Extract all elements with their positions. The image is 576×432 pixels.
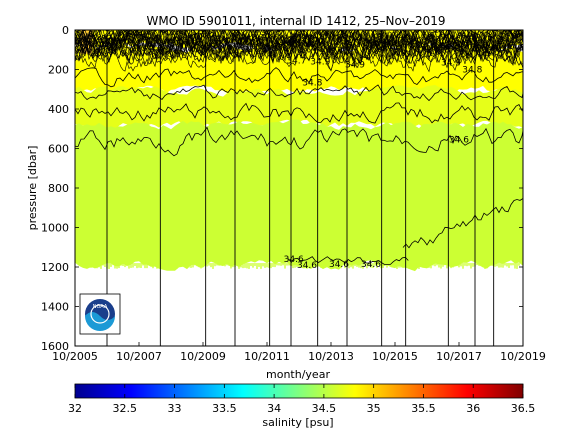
surface-contour [75, 30, 523, 59]
noaa-logo: NOAA [79, 293, 121, 335]
contour-label: 34.9 [345, 61, 365, 71]
colorbar-tick-label: 35 [367, 402, 381, 415]
plot-area: 34.834.634.634.6 34.6 34.634.7 34.934.834.9… [75, 30, 523, 346]
x-tick-label: 10/2019 [500, 350, 546, 363]
x-tick-label: 10/2005 [52, 350, 98, 363]
contour-label: 34.6 [329, 260, 349, 270]
salinity-layers [75, 30, 523, 272]
surface-contour [75, 35, 523, 73]
chart-title: WMO ID 5901011, internal ID 1412, 25–Nov… [147, 14, 446, 28]
surface-contour [75, 32, 523, 72]
x-axis: 10/2005 10/2007 10/2009 10/2011 10/2013 10/20… [52, 30, 546, 363]
colorbar-tick-label: 35.5 [411, 402, 436, 415]
colorbar-tick-label: 33 [168, 402, 182, 415]
x-tick-label: 10/2011 [244, 350, 290, 363]
colorbar-tick-label: 33.5 [212, 402, 237, 415]
contour-line [75, 102, 523, 124]
x-tick-label: 10/2013 [308, 350, 354, 363]
colorbar-tick-label: 36.5 [511, 402, 536, 415]
x-tick-label: 10/2017 [436, 350, 482, 363]
colorbar-tick-label: 34.5 [312, 402, 337, 415]
y-axis: 0 200 400 600 800 1000 1200 1400 1600 [41, 24, 523, 353]
colorbar-frame [74, 383, 524, 399]
contour-labels: 34.834.634.634.6 34.6 34.634.7 34.934.834.9… [284, 57, 483, 271]
salinity-layer [75, 84, 523, 131]
contour-label: 34.9 [441, 59, 461, 69]
surface-contour [75, 30, 523, 55]
colorbar-tick-label: 34 [267, 402, 281, 415]
contour-label: 34.6 [449, 136, 469, 146]
y-tick-label: 200 [48, 64, 69, 77]
contour-line [75, 67, 523, 88]
contour-label: 34.6 [297, 261, 317, 271]
y-tick-label: 400 [48, 103, 69, 116]
surface-contour [75, 38, 523, 72]
contour-label: 34.9 [310, 58, 330, 68]
contour-label: 34.6 [361, 260, 381, 270]
y-tick-label: 600 [48, 143, 69, 156]
colorbar-tick-label: 32 [68, 402, 82, 415]
profile-lines [75, 30, 495, 346]
contour-lines [75, 30, 523, 265]
y-tick-label: 800 [48, 182, 69, 195]
contour-label: 34.8 [302, 78, 322, 88]
colorbar-tick-label: 36 [466, 402, 480, 415]
contour-label: 34.7 [286, 57, 306, 67]
contour-line [402, 198, 523, 249]
y-tick-label: 1200 [41, 261, 69, 274]
surface-contour [75, 30, 523, 59]
noaa-logo-text: NOAA [93, 304, 108, 310]
y-axis-label: pressure [dbar] [26, 146, 39, 231]
colorbar-ticks: 32 32.5 33 33.5 34 34.5 35 35.5 36 36.5 [68, 384, 535, 415]
surface-contour [75, 37, 523, 66]
colorbar-tick-label: 32.5 [113, 402, 138, 415]
y-tick-label: 1400 [41, 301, 69, 314]
colorbar-label: salinity [psu] [262, 416, 333, 429]
contour-line [75, 84, 523, 102]
contour-line [287, 256, 409, 265]
contour-label: 34.6 [284, 255, 304, 265]
contour-line [75, 126, 523, 157]
x-tick-label: 10/2007 [116, 350, 162, 363]
salinity-layer [75, 119, 523, 272]
colorbar [75, 384, 523, 398]
y-tick-label: 1600 [41, 340, 69, 353]
y-tick-label: 0 [62, 24, 69, 37]
x-tick-label: 10/2015 [372, 350, 418, 363]
x-tick-label: 10/2009 [180, 350, 226, 363]
contour-label: 34.8 [462, 66, 482, 76]
y-tick-label: 1000 [41, 222, 69, 235]
x-axis-label: month/year [266, 368, 330, 381]
